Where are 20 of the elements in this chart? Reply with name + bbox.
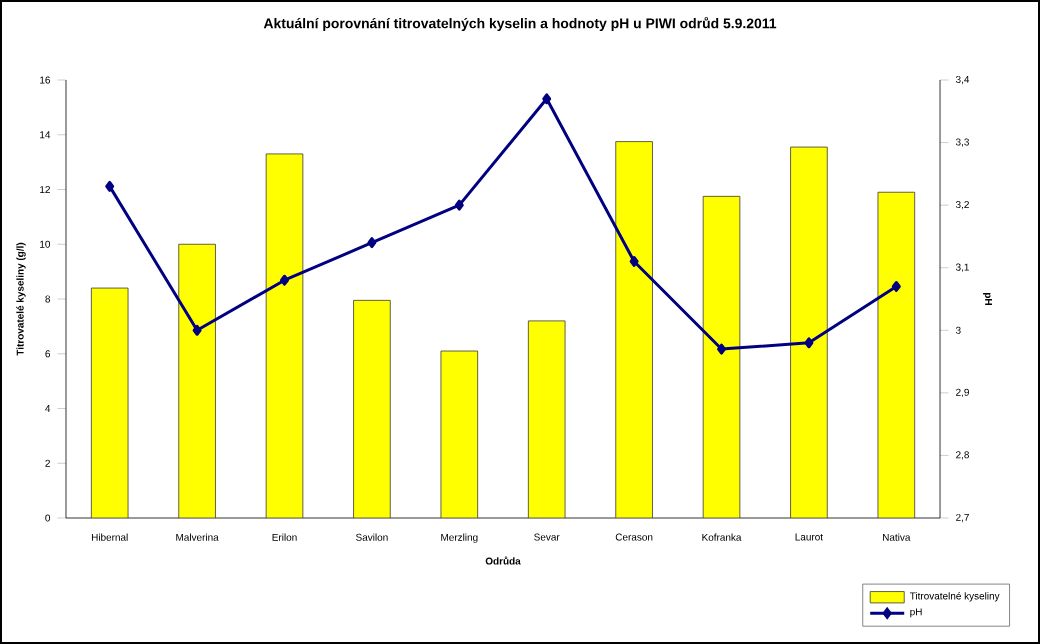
point: [105, 180, 115, 192]
bar: [615, 141, 653, 518]
bar: [265, 153, 304, 518]
bar: [790, 146, 828, 518]
bar: [90, 287, 129, 518]
bar: [440, 350, 479, 518]
bar: [702, 195, 741, 518]
point: [891, 281, 901, 292]
point: [280, 274, 289, 286]
point: [804, 337, 814, 349]
point: [629, 255, 639, 267]
point: [454, 199, 464, 211]
point: [192, 324, 202, 336]
bar: [353, 299, 391, 518]
bar: [178, 243, 216, 518]
point: [717, 343, 726, 355]
point: [367, 237, 377, 249]
bar: [877, 191, 916, 518]
point: [542, 93, 552, 105]
bar: [527, 320, 566, 518]
